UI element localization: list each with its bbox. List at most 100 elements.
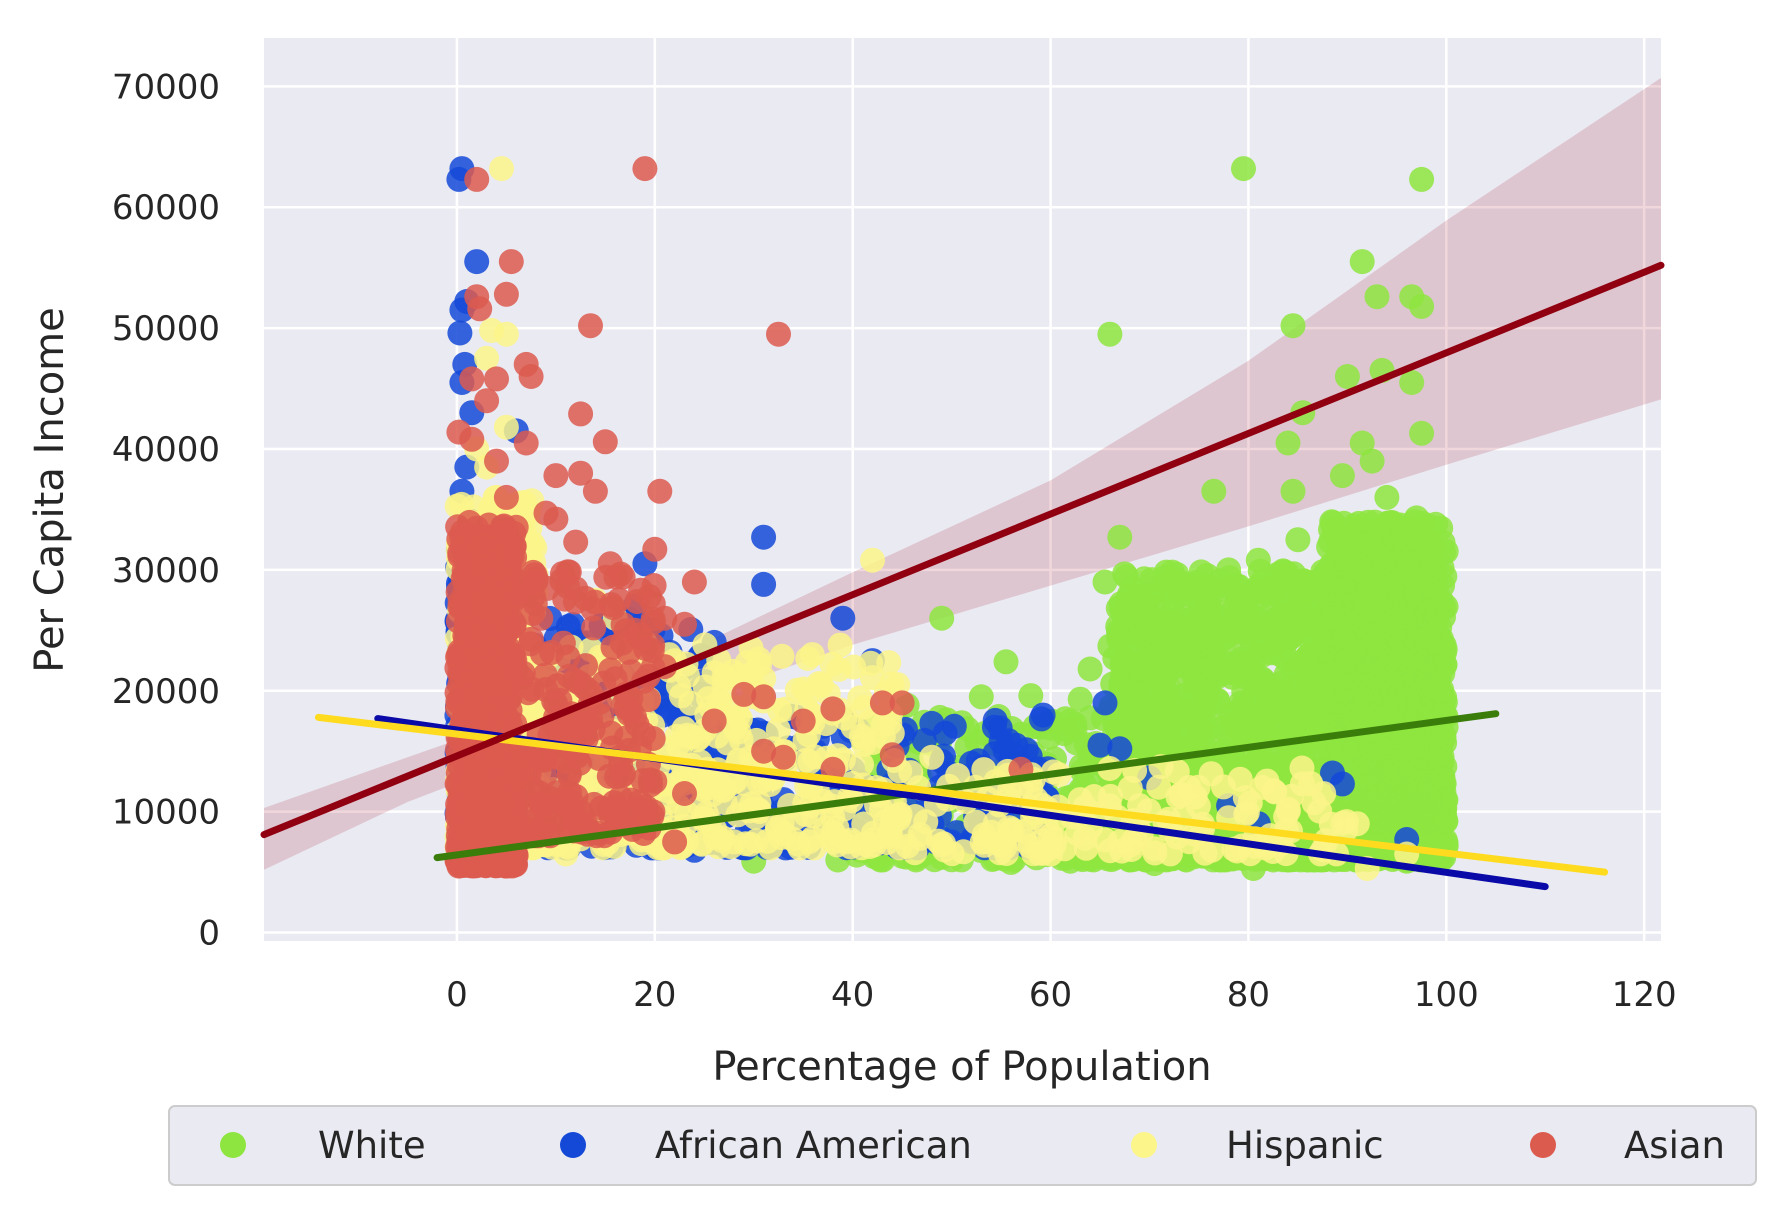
data-point — [1305, 645, 1331, 671]
data-point — [1328, 692, 1354, 718]
data-point — [1321, 605, 1347, 631]
data-point — [1374, 484, 1400, 510]
data-point — [1366, 661, 1392, 687]
data-point — [1003, 732, 1029, 758]
data-point — [1092, 569, 1118, 595]
data-point — [1189, 594, 1214, 620]
data-point — [1057, 708, 1083, 734]
data-point — [1186, 617, 1212, 643]
data-point — [1137, 704, 1162, 730]
data-point — [1359, 448, 1385, 474]
data-point — [1107, 736, 1133, 762]
data-point — [1334, 364, 1360, 389]
data-point — [1378, 679, 1404, 705]
data-point — [1403, 525, 1429, 550]
data-point — [1396, 555, 1422, 581]
data-point — [1265, 626, 1291, 652]
data-point — [1320, 510, 1346, 536]
data-point — [993, 649, 1019, 675]
data-point — [1182, 677, 1208, 703]
data-point — [1428, 735, 1454, 761]
data-point — [1409, 420, 1435, 446]
data-point — [1155, 675, 1181, 701]
data-point — [1226, 584, 1251, 609]
data-point — [1137, 611, 1162, 637]
data-point — [830, 605, 856, 631]
data-point — [1201, 478, 1227, 504]
data-point — [1216, 557, 1242, 583]
data-point — [446, 166, 472, 192]
data-point — [1399, 370, 1425, 395]
data-point — [1030, 702, 1056, 728]
data-point — [1259, 577, 1285, 602]
data-point — [1156, 614, 1182, 640]
data-point — [1372, 809, 1398, 835]
data-point — [1107, 524, 1133, 550]
data-point — [1209, 661, 1235, 687]
data-point — [1359, 642, 1384, 668]
data-point — [1231, 156, 1256, 182]
data-point — [1288, 570, 1314, 596]
data-point — [1275, 430, 1301, 456]
data-point — [964, 729, 990, 755]
data-point — [1097, 321, 1123, 347]
data-point — [1407, 694, 1433, 720]
data-point — [1392, 807, 1418, 833]
data-point — [1329, 463, 1355, 489]
data-point — [1364, 521, 1390, 547]
data-point — [1138, 583, 1164, 609]
data-point — [464, 249, 490, 275]
data-point — [1280, 478, 1306, 504]
data-point — [1188, 717, 1214, 743]
data-point — [1115, 586, 1141, 612]
data-point — [1364, 787, 1390, 813]
data-point — [1268, 603, 1294, 629]
confidence-bands — [264, 77, 1661, 870]
data-point — [1389, 628, 1415, 654]
data-point — [751, 571, 777, 597]
data-point — [1278, 698, 1304, 723]
data-point — [1404, 505, 1430, 531]
data-point — [1230, 663, 1256, 689]
data-point — [1407, 670, 1433, 696]
data-point — [1431, 632, 1457, 658]
data-point — [1371, 549, 1397, 575]
data-point — [1355, 679, 1381, 705]
data-point — [1162, 573, 1188, 599]
data-point — [1285, 527, 1311, 553]
data-point — [1239, 636, 1265, 662]
data-point — [1431, 798, 1457, 824]
data-point — [1097, 633, 1123, 659]
data-point — [1409, 166, 1435, 192]
data-point — [1018, 683, 1044, 709]
data-point — [1329, 771, 1355, 797]
data-point — [1320, 667, 1346, 693]
data-point — [1067, 686, 1093, 712]
data-point — [1357, 579, 1383, 605]
data-point — [751, 524, 777, 550]
data-point — [929, 605, 955, 631]
data-point — [1397, 754, 1423, 780]
data-point — [1092, 690, 1118, 716]
data-point — [1158, 701, 1184, 727]
data-point — [1194, 563, 1220, 588]
data-point — [1355, 749, 1381, 775]
data-point — [1077, 656, 1103, 682]
data-point — [1253, 706, 1278, 732]
data-point — [1318, 529, 1344, 555]
data-point — [1334, 648, 1360, 674]
data-point — [1166, 648, 1192, 674]
data-point — [1421, 776, 1447, 802]
data-point — [1424, 594, 1450, 620]
data-point — [1320, 569, 1345, 595]
data-point — [968, 684, 994, 710]
data-point — [1276, 675, 1302, 701]
data-point — [1245, 547, 1271, 573]
data-point — [1364, 284, 1390, 310]
data-point — [919, 710, 945, 736]
data-point — [1231, 696, 1257, 722]
data-point — [1425, 653, 1451, 679]
data-point — [1409, 574, 1435, 600]
data-point — [1280, 313, 1306, 339]
